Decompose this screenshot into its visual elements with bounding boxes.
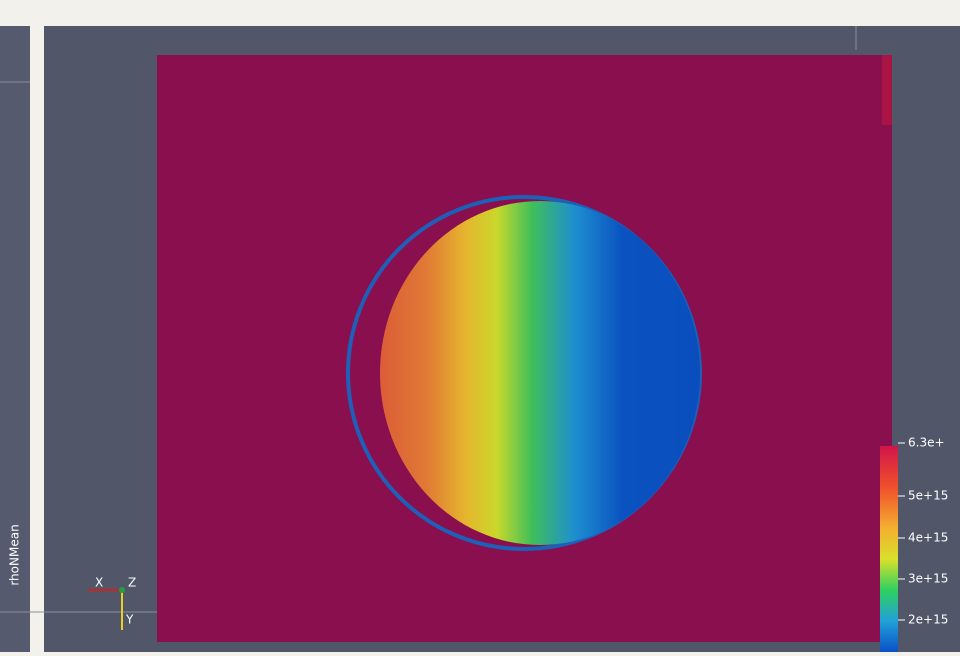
orientation-axes: X Z Y [88,576,136,630]
axis-label: Z [128,576,136,590]
colorbar [880,446,898,652]
colorbar-label: 3e+15 [908,572,948,586]
axis-label: Y [125,613,134,627]
field [380,201,700,545]
colorbar-title: rhoNMean [8,524,22,585]
colorbar-label: 5e+15 [908,489,948,503]
colorbar-label: 6.3e+ [908,436,945,450]
colorbar-label: 4e+15 [908,531,948,545]
domain-edge [882,55,892,125]
axis-z [119,587,125,593]
colorbar-label: 2e+15 [908,613,948,627]
axis-label: X [95,576,103,590]
left-panel [0,26,30,652]
